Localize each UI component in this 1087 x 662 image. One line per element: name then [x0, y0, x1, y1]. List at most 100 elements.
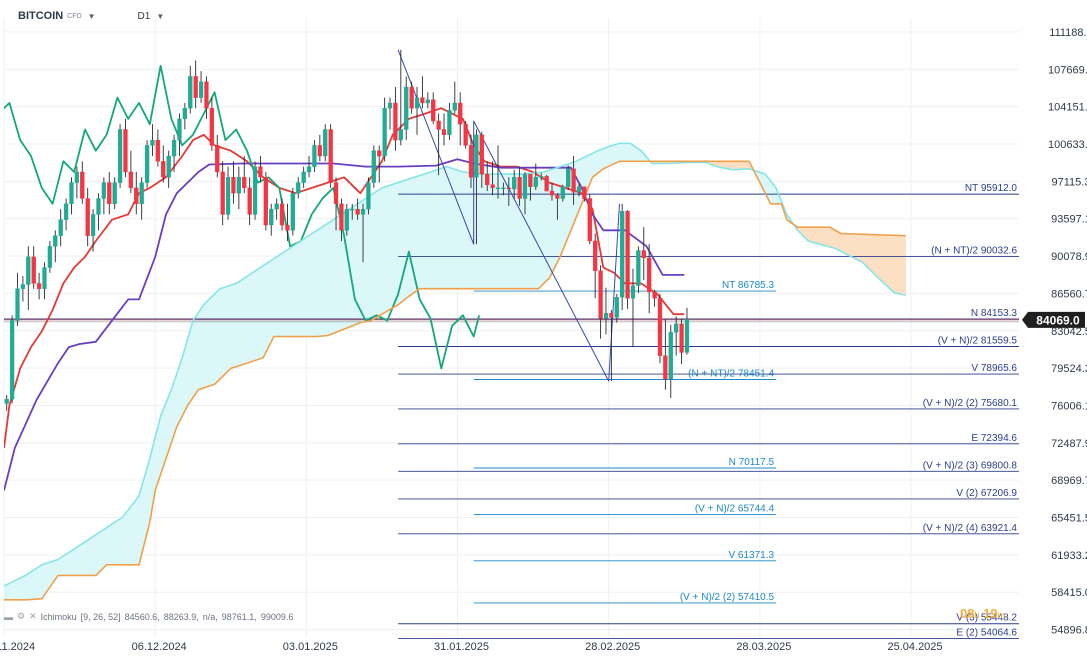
- candle-body: [663, 355, 668, 380]
- candle-body: [306, 166, 312, 173]
- level-label: (V + N)/2 (3) 69800.8: [923, 460, 1018, 471]
- cloud-segment: [403, 178, 410, 302]
- candle-body: [112, 182, 117, 205]
- cloud-segment: [187, 320, 194, 407]
- candle-body: [117, 129, 123, 183]
- candle: [630, 268, 636, 348]
- candle: [366, 177, 371, 215]
- settings-icon[interactable]: ⚙: [17, 611, 26, 621]
- candle: [377, 145, 382, 183]
- candle: [452, 81, 457, 114]
- timeframe-dropdown-icon[interactable]: ▼: [156, 11, 165, 21]
- cloud-segment: [462, 171, 469, 290]
- candle: [47, 240, 53, 273]
- cloud-segment: [899, 235, 906, 296]
- candle: [431, 92, 436, 125]
- candle: [414, 87, 420, 135]
- x-tick-label: 31.01.2025: [434, 641, 489, 653]
- candle: [371, 145, 376, 188]
- candle-body: [490, 184, 495, 189]
- cloud-segment: [867, 234, 874, 274]
- candle-body: [382, 108, 387, 157]
- candle-body: [501, 187, 506, 190]
- cloud-segment: [824, 226, 831, 248]
- series-chikou: [4, 64, 480, 370]
- candle: [555, 193, 560, 220]
- cloud-segment: [419, 173, 426, 290]
- candle-body: [4, 398, 9, 404]
- cloud-segment: [100, 527, 107, 571]
- candle-body: [425, 99, 430, 104]
- cloud-segment: [208, 293, 215, 387]
- y-tick-label: 107669.9: [1048, 64, 1087, 76]
- candle: [269, 203, 274, 236]
- candle: [74, 166, 80, 199]
- candle-body: [576, 186, 582, 193]
- level-label: (N + NT)/2 78451.4: [688, 369, 774, 380]
- cloud-segment: [95, 530, 102, 577]
- level-label: NT 95912.0: [965, 183, 1018, 194]
- candle-body: [80, 171, 85, 199]
- candle: [447, 102, 452, 141]
- candle: [215, 134, 220, 178]
- eye-icon[interactable]: ▬: [4, 611, 13, 622]
- x-tick-label: 28.03.2025: [736, 641, 791, 653]
- candle-body: [96, 198, 101, 215]
- candle-body: [614, 297, 619, 318]
- candle-body: [674, 323, 679, 333]
- level-label: (N + NT)/2 90032.6: [931, 246, 1017, 257]
- candle: [155, 129, 161, 167]
- symbol-name[interactable]: BITCOIN: [18, 10, 64, 22]
- cloud-segment: [602, 146, 609, 170]
- symbol-dropdown-icon[interactable]: ▼: [87, 11, 96, 21]
- candle: [236, 166, 241, 210]
- candle: [420, 76, 425, 109]
- level-label: NT 86785.3: [722, 280, 775, 291]
- candle: [53, 230, 58, 263]
- candle: [350, 203, 355, 220]
- cloud-segment: [257, 265, 264, 360]
- candle: [36, 272, 42, 300]
- indicator-name: Ichimoku: [40, 611, 77, 622]
- cloud-segment: [73, 544, 80, 576]
- current-price-label: 84069.0: [1036, 313, 1080, 327]
- candle: [512, 169, 517, 199]
- candle: [560, 184, 565, 202]
- cloud-segment: [484, 173, 491, 290]
- candle-body: [150, 139, 155, 146]
- candle: [571, 156, 576, 205]
- candle-body: [668, 332, 673, 380]
- cloud-segment: [392, 182, 399, 309]
- x-tick-label: 08.11.2024: [0, 641, 35, 653]
- candle-body: [9, 320, 15, 400]
- cloud-segment: [381, 185, 388, 315]
- timeframe-selector[interactable]: D1: [137, 10, 151, 22]
- cloud-segment: [430, 169, 437, 290]
- candle: [80, 161, 85, 204]
- candle-body: [684, 319, 690, 353]
- candle-body: [269, 208, 274, 226]
- candle-body: [598, 270, 603, 319]
- candle: [355, 198, 360, 220]
- candle: [58, 209, 63, 247]
- candle-body: [652, 291, 657, 299]
- cloud-segment: [262, 261, 269, 358]
- cloud-segment: [90, 534, 97, 576]
- cloud-segment: [106, 523, 113, 566]
- candle-body: [528, 173, 533, 188]
- candle: [117, 124, 123, 188]
- candle-body: [301, 171, 306, 183]
- candle-body: [171, 139, 177, 157]
- candle: [4, 394, 9, 411]
- candle-body: [463, 123, 468, 146]
- candle-body: [593, 240, 598, 271]
- close-icon[interactable]: ✕: [29, 611, 37, 621]
- cloud-segment: [732, 161, 739, 171]
- candle-body: [441, 129, 447, 135]
- candle: [285, 203, 290, 241]
- candle-body: [431, 99, 436, 122]
- candle: [522, 171, 528, 215]
- cloud-segment: [192, 311, 199, 399]
- candle-body: [166, 155, 171, 178]
